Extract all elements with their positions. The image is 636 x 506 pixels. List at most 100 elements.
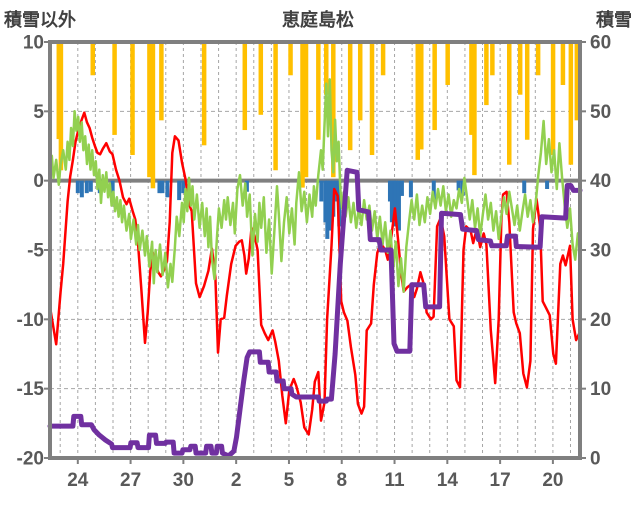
left-tick-label: -10 (17, 310, 44, 331)
bar (456, 180, 461, 191)
bar (159, 42, 164, 121)
bar (110, 180, 115, 195)
x-tick-label: 2 (231, 470, 242, 491)
bar (157, 180, 162, 194)
bar (325, 180, 330, 239)
bar (419, 42, 424, 150)
title-bar: 積雪以外 恵庭島松 積雪 (0, 4, 636, 30)
bar (550, 42, 556, 156)
x-tick-label: 5 (284, 470, 295, 491)
bar (84, 180, 89, 194)
bar (331, 42, 336, 178)
bar (147, 42, 152, 178)
bar (574, 42, 580, 121)
x-tick-label: 27 (120, 470, 141, 491)
station-title: 恵庭島松 (282, 10, 354, 30)
bar (303, 42, 309, 178)
left-tick-label: 10 (23, 33, 44, 54)
plot-border (48, 40, 582, 460)
left-axis-title: 積雪以外 (4, 10, 76, 30)
bar (369, 42, 375, 156)
x-tick-label: 30 (173, 470, 194, 491)
bar (445, 42, 450, 85)
right-axis-title: 積雪 (596, 10, 632, 30)
bar (160, 180, 165, 194)
bar (484, 42, 489, 106)
bar (112, 42, 117, 135)
bar (490, 42, 495, 76)
bar (535, 42, 541, 76)
bar (432, 42, 437, 131)
bar (469, 42, 474, 135)
orange-bars-from-top (56, 42, 580, 189)
bar (242, 42, 248, 131)
horizontal-gridlines (50, 110, 580, 390)
x-tick-label: 24 (67, 470, 89, 491)
bar (90, 42, 96, 76)
bar (58, 42, 64, 171)
right-tick-label: 30 (590, 241, 611, 262)
bar (517, 42, 523, 95)
bar (150, 42, 156, 189)
bar (347, 42, 353, 151)
bar (396, 180, 401, 231)
left-tick-label: 5 (33, 102, 44, 123)
right-tick-label: 10 (590, 379, 611, 400)
right-tick-label: 20 (590, 310, 611, 331)
purple-snow-depth-line (47, 167, 583, 459)
bar (177, 180, 182, 201)
bar (357, 42, 363, 121)
x-tick-label: 8 (336, 470, 347, 491)
bar (399, 180, 404, 196)
bar (300, 42, 305, 188)
blue-bars-from-zero (75, 180, 550, 239)
bar (560, 42, 566, 85)
right-tick-label: 60 (590, 33, 611, 54)
x-tick-label: 20 (542, 470, 563, 491)
right-axis-tick-labels: 60 50 40 30 20 10 0 (582, 33, 611, 470)
left-tick-label: -15 (17, 379, 45, 400)
bar (522, 180, 527, 194)
x-tick-label: 17 (490, 470, 511, 491)
x-axis-tick-labels: 24 27 30 2 5 8 11 14 17 20 (67, 460, 563, 491)
bar (165, 180, 170, 198)
bar (319, 180, 324, 202)
bar (472, 42, 477, 176)
bar (75, 180, 80, 194)
bar (393, 180, 398, 219)
bar (324, 42, 329, 95)
bar (328, 180, 333, 231)
bar (507, 42, 512, 165)
x-tick-label: 14 (437, 470, 459, 491)
bar (389, 180, 394, 223)
left-tick-label: 0 (33, 171, 44, 192)
bar (201, 42, 207, 146)
right-tick-label: 50 (590, 102, 611, 123)
bar (524, 42, 530, 140)
bar (79, 180, 84, 198)
left-axis-tick-labels: 10 5 0 -5 -10 -15 -20 (17, 33, 48, 470)
bar (88, 180, 93, 192)
left-tick-label: -5 (27, 241, 44, 262)
bar (415, 42, 421, 160)
right-tick-label: 40 (590, 171, 611, 192)
bar (288, 42, 293, 76)
bar (337, 180, 342, 227)
bar (316, 42, 321, 140)
bar (258, 42, 264, 115)
bar (181, 180, 186, 194)
bar (408, 180, 413, 198)
bar (380, 42, 386, 76)
bar (568, 42, 574, 165)
bar (545, 180, 550, 189)
x-tick-label: 11 (384, 470, 405, 491)
bar (431, 180, 436, 202)
bar (244, 180, 249, 192)
left-tick-label: -20 (17, 449, 44, 470)
right-tick-label: 0 (590, 449, 601, 470)
bar (273, 42, 278, 171)
bar (130, 42, 135, 156)
